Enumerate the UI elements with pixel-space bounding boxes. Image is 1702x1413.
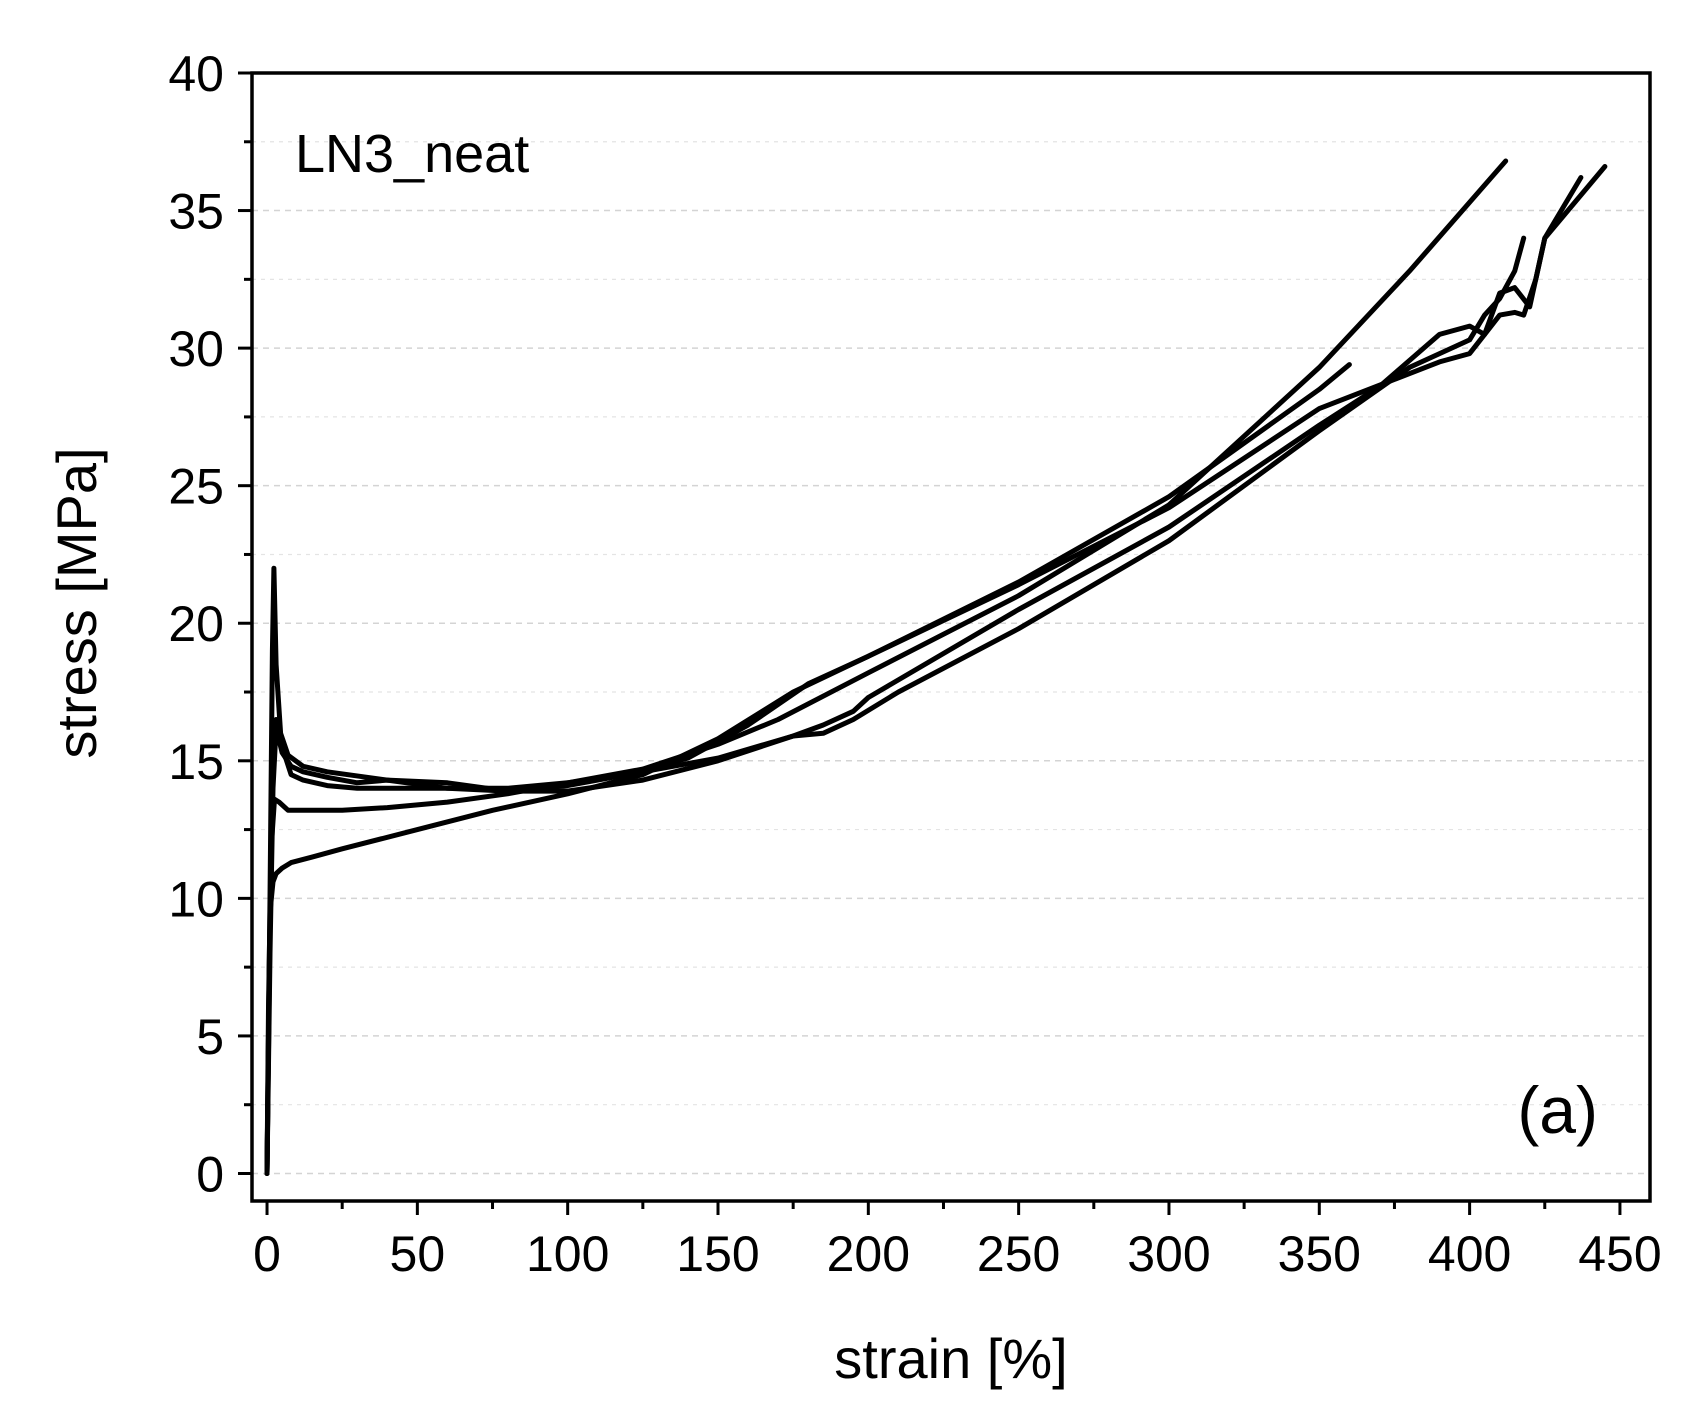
series-line-4	[264, 235, 1527, 1176]
tick-label-layer: 0 50 100 150 200 250 300 350 400 450 0 5 10 15 20 25 30 3…	[168, 46, 1661, 1282]
series-line-1	[264, 158, 1509, 1176]
y-tick-label: 20	[168, 596, 224, 652]
grid-layer	[252, 141, 1650, 1175]
y-tick-label: 30	[168, 321, 224, 377]
series-line-5	[264, 164, 1608, 1176]
x-tick-label: 350	[1278, 1226, 1361, 1282]
x-tick-label: 300	[1127, 1226, 1210, 1282]
x-tick-label: 250	[977, 1226, 1060, 1282]
x-tick-label: 150	[676, 1226, 759, 1282]
y-tick-label: 25	[168, 459, 224, 515]
plot-frame	[250, 71, 1652, 1203]
sample-label: LN3_neat	[295, 124, 529, 184]
y-axis-title: stress [MPa]	[45, 447, 108, 758]
y-tick-label: 40	[168, 46, 224, 102]
series-line-3	[264, 175, 1584, 1176]
y-tick-label: 35	[168, 184, 224, 240]
x-tick-label: 50	[390, 1226, 446, 1282]
x-tick-label: 0	[253, 1226, 281, 1282]
x-axis-title: strain [%]	[834, 1327, 1067, 1390]
series-layer	[264, 158, 1608, 1176]
y-tick-label: 5	[196, 1009, 224, 1065]
y-tick-label: 10	[168, 871, 224, 927]
y-tick-label: 0	[196, 1146, 224, 1202]
x-tick-label: 200	[827, 1226, 910, 1282]
tick-layer	[238, 71, 1622, 1215]
panel-label: (a)	[1517, 1073, 1598, 1147]
x-tick-label: 400	[1428, 1226, 1511, 1282]
y-tick-label: 15	[168, 734, 224, 790]
x-tick-label: 100	[526, 1226, 609, 1282]
x-tick-label: 450	[1578, 1226, 1661, 1282]
